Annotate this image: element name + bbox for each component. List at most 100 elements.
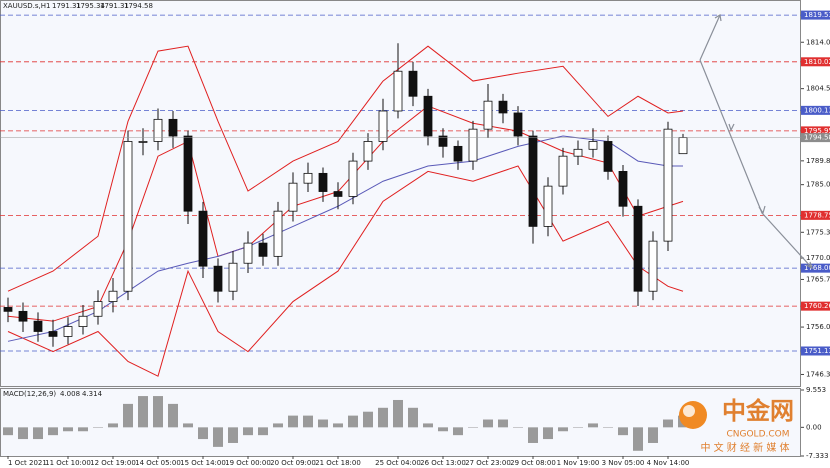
candle-body bbox=[183, 135, 193, 212]
x-tick-label: 11 Oct 10:00 bbox=[45, 459, 91, 467]
arrow-down bbox=[699, 59, 813, 269]
macd-bar bbox=[258, 427, 268, 436]
level-box bbox=[801, 10, 830, 20]
candle-body bbox=[318, 172, 328, 192]
candle-body bbox=[588, 141, 598, 150]
y-tick-label: 1814.00 bbox=[806, 38, 830, 46]
x-tick-label: 15 Oct 14:00 bbox=[180, 459, 226, 467]
level-label: 1800.13 bbox=[804, 106, 830, 114]
macd-bar bbox=[63, 427, 73, 432]
level-label: 1819.53 bbox=[804, 11, 830, 19]
macd-bar bbox=[483, 419, 493, 428]
macd-reading: 4.314 bbox=[82, 390, 103, 398]
macd-bar bbox=[363, 411, 373, 428]
candle-body bbox=[273, 210, 283, 257]
candle-body bbox=[3, 307, 13, 312]
candle-body bbox=[348, 160, 358, 197]
macd-bar bbox=[378, 407, 388, 428]
current-price-label: 1794.58 bbox=[804, 134, 830, 142]
candle-body bbox=[573, 148, 583, 157]
candle-body bbox=[33, 320, 43, 332]
x-tick-label: 29 Oct 08:00 bbox=[510, 459, 556, 467]
x-tick-label: 12 Oct 19:00 bbox=[90, 459, 136, 467]
macd-bar bbox=[438, 427, 448, 432]
candle-body bbox=[498, 100, 508, 114]
macd-reading: 4.008 bbox=[60, 390, 80, 398]
macd-bar bbox=[408, 407, 418, 428]
candle-body bbox=[198, 210, 208, 267]
candle-body bbox=[633, 205, 643, 292]
level-label: 1778.75 bbox=[804, 211, 830, 219]
macd-bar bbox=[558, 427, 568, 432]
ohlc-value: 1795.34 bbox=[76, 2, 105, 10]
indicator-line bbox=[7, 45, 684, 292]
macd-y-tick-label: 0.00 bbox=[806, 423, 822, 431]
macd-bar bbox=[228, 427, 238, 443]
candle-body bbox=[78, 315, 88, 327]
macd-bar bbox=[543, 427, 553, 440]
candle-body bbox=[153, 118, 163, 142]
level-label: 1810.02 bbox=[804, 58, 830, 66]
candle-body bbox=[108, 290, 118, 302]
macd-bar bbox=[138, 396, 148, 428]
macd-y-tick-label: 9.553 bbox=[806, 386, 826, 394]
candle-body bbox=[93, 301, 103, 317]
watermark-slogan: 中 文 财 经 新 媒 体 bbox=[700, 441, 789, 454]
candle-body bbox=[18, 310, 28, 322]
macd-bar bbox=[123, 403, 133, 428]
level-label: 1760.26 bbox=[804, 302, 830, 310]
level-box bbox=[801, 126, 830, 136]
macd-bar bbox=[393, 399, 403, 428]
x-tick-label: 1 Oct 2021 bbox=[8, 459, 47, 467]
ohlc-value: 1794.58 bbox=[124, 2, 153, 10]
macd-bar bbox=[168, 403, 178, 428]
macd-bar bbox=[513, 427, 523, 428]
level-box bbox=[801, 346, 830, 356]
macd-bar bbox=[663, 419, 673, 428]
x-tick-label: 4 Nov 14:00 bbox=[647, 459, 690, 467]
macd-panel-border bbox=[0, 388, 801, 457]
candle-body bbox=[468, 128, 478, 162]
macd-bar bbox=[288, 415, 298, 428]
macd-bar bbox=[468, 427, 478, 428]
macd-bar bbox=[198, 427, 208, 440]
macd-bar bbox=[573, 427, 583, 428]
candle-body bbox=[453, 145, 463, 162]
candle-body bbox=[483, 100, 493, 130]
macd-bar bbox=[633, 427, 643, 451]
macd-bar bbox=[423, 423, 433, 428]
candle-body bbox=[258, 242, 268, 257]
candle-body bbox=[138, 141, 148, 143]
x-tick-label: 19 Oct 00:00 bbox=[225, 459, 271, 467]
y-tick-label: 1804.55 bbox=[806, 85, 830, 93]
logo-highlight bbox=[683, 405, 695, 417]
current-price-box bbox=[801, 133, 830, 143]
candle-body bbox=[393, 70, 403, 112]
y-tick-label: 1775.30 bbox=[806, 228, 830, 236]
forecast-arrows bbox=[699, 14, 814, 270]
macd-bar bbox=[108, 423, 118, 428]
macd-bar bbox=[78, 427, 88, 432]
candle-body bbox=[543, 185, 553, 227]
macd-bar bbox=[453, 427, 463, 436]
arrow-head bbox=[758, 205, 766, 215]
macd-bar bbox=[618, 427, 628, 436]
macd-bar bbox=[33, 427, 43, 440]
macd-bar bbox=[153, 396, 163, 428]
level-box bbox=[801, 105, 830, 115]
x-tick-label: 27 Oct 23:00 bbox=[465, 459, 511, 467]
level-label: 1751.13 bbox=[804, 347, 830, 355]
macd-bar bbox=[528, 427, 538, 443]
macd-bar bbox=[588, 423, 598, 428]
candle-body bbox=[618, 171, 628, 207]
arrow-head bbox=[714, 14, 722, 22]
main-panel-border bbox=[0, 0, 801, 387]
x-tick-label: 1 Nov 19:00 bbox=[557, 459, 600, 467]
candle-body bbox=[438, 135, 448, 147]
x-tick-label: 14 Oct 05:00 bbox=[135, 459, 181, 467]
candle-body bbox=[558, 155, 568, 187]
x-tick-label: 25 Oct 04:00 bbox=[375, 459, 421, 467]
macd-bar bbox=[348, 415, 358, 428]
candle-body bbox=[228, 262, 238, 292]
y-tick-label: 1770.05 bbox=[806, 254, 830, 262]
